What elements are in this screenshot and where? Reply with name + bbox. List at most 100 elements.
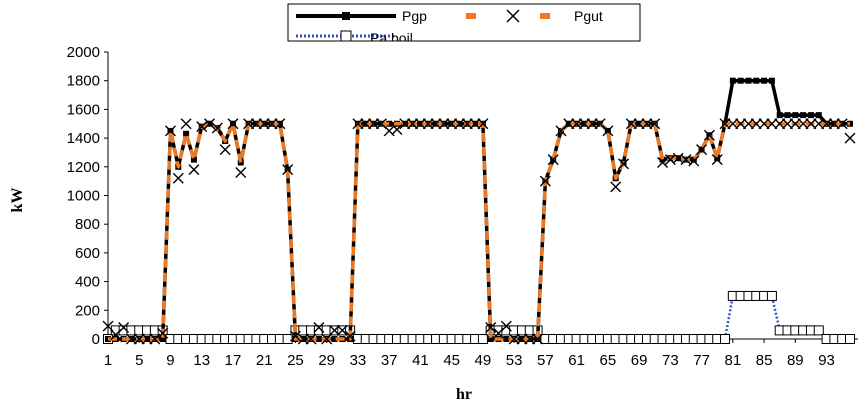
point-x bbox=[289, 330, 301, 342]
x-tick-label: 29 bbox=[318, 352, 335, 369]
point-x bbox=[625, 118, 637, 130]
point-x bbox=[157, 327, 169, 339]
point-x bbox=[844, 132, 856, 144]
point-x bbox=[336, 324, 348, 336]
x-tick-label: 17 bbox=[225, 352, 242, 369]
point-pgp bbox=[487, 336, 494, 342]
point-pgp bbox=[800, 112, 807, 119]
point-x bbox=[696, 144, 708, 156]
series-0 bbox=[105, 77, 853, 342]
point-x bbox=[836, 118, 848, 130]
point-x bbox=[508, 333, 520, 345]
point-x bbox=[368, 118, 380, 130]
point-paboil bbox=[845, 334, 855, 344]
point-pgp bbox=[792, 112, 799, 119]
y-tick-label: 1200 bbox=[67, 159, 100, 176]
x-tick-label: 25 bbox=[287, 352, 304, 369]
legend-marker-pgp bbox=[342, 12, 350, 20]
point-x bbox=[742, 118, 754, 130]
point-x bbox=[524, 333, 536, 345]
point-x bbox=[563, 118, 575, 130]
point-x bbox=[727, 118, 739, 130]
x-tick-label: 69 bbox=[631, 352, 648, 369]
point-x bbox=[711, 154, 723, 166]
point-x bbox=[141, 333, 153, 345]
point-x bbox=[422, 118, 434, 130]
x-tick-label: 85 bbox=[756, 352, 773, 369]
point-x bbox=[813, 118, 825, 130]
point-x bbox=[750, 118, 762, 130]
point-pgp bbox=[714, 155, 721, 162]
y-tick-label: 0 bbox=[92, 331, 100, 348]
point-pgp bbox=[745, 77, 752, 84]
point-x bbox=[243, 118, 255, 130]
y-tick-label: 1400 bbox=[67, 130, 100, 147]
x-tick-label: 49 bbox=[475, 352, 492, 369]
point-pgp bbox=[729, 77, 736, 84]
point-x bbox=[719, 118, 731, 130]
point-x bbox=[133, 333, 145, 345]
y-tick-label: 1000 bbox=[67, 188, 100, 205]
point-x bbox=[657, 157, 669, 168]
legend-marker-x bbox=[506, 9, 520, 23]
point-x bbox=[172, 172, 184, 184]
point-paboil bbox=[766, 290, 777, 301]
point-x bbox=[828, 118, 840, 130]
point-x bbox=[149, 333, 161, 345]
point-x bbox=[477, 118, 489, 130]
point-x bbox=[258, 118, 270, 130]
point-pgp bbox=[737, 77, 744, 84]
point-x bbox=[703, 129, 715, 141]
x-tick-label: 13 bbox=[193, 352, 210, 369]
point-x bbox=[735, 118, 747, 130]
point-x bbox=[446, 118, 458, 130]
point-pgp bbox=[237, 159, 244, 166]
point-x bbox=[125, 333, 137, 345]
point-x bbox=[453, 118, 465, 130]
point-x bbox=[532, 333, 544, 345]
legend: Pgp Pgut Pa,boil bbox=[287, 3, 641, 42]
point-pgp bbox=[761, 77, 768, 84]
y-tick-label: 800 bbox=[75, 216, 100, 233]
point-x bbox=[649, 118, 661, 130]
point-pgp bbox=[753, 77, 760, 84]
point-pgp bbox=[807, 112, 814, 119]
point-x bbox=[196, 121, 208, 133]
point-pgp bbox=[815, 112, 822, 119]
point-x bbox=[180, 118, 192, 130]
y-tick-label: 2000 bbox=[67, 44, 100, 61]
x-tick-label: 93 bbox=[818, 352, 835, 369]
series-2 bbox=[108, 122, 850, 341]
point-x bbox=[782, 118, 794, 130]
point-pgp bbox=[190, 156, 197, 163]
x-tick-label: 61 bbox=[568, 352, 585, 369]
point-pgp bbox=[183, 130, 190, 137]
point-x bbox=[391, 123, 403, 135]
x-tick-label: 81 bbox=[724, 352, 741, 369]
point-x bbox=[610, 181, 622, 193]
point-pgp bbox=[315, 336, 322, 342]
x-tick-label: 45 bbox=[443, 352, 460, 369]
legend-label-pgut: Pgut bbox=[574, 8, 603, 24]
x-tick-label: 9 bbox=[166, 352, 174, 369]
series-1 bbox=[102, 118, 856, 345]
point-x bbox=[250, 118, 262, 130]
legend-label-pgp: Pgp bbox=[402, 8, 427, 24]
x-tick-label: 37 bbox=[381, 352, 398, 369]
y-tick-label: 200 bbox=[75, 302, 100, 319]
x-tick-label: 57 bbox=[537, 352, 554, 369]
point-paboil bbox=[813, 325, 824, 336]
point-x bbox=[586, 118, 598, 130]
legend-marker-paboil bbox=[340, 30, 352, 42]
point-x bbox=[438, 118, 450, 130]
point-x bbox=[329, 324, 340, 336]
x-tick-label: 89 bbox=[787, 352, 804, 369]
point-x bbox=[485, 322, 497, 334]
point-paboil bbox=[477, 334, 488, 344]
point-pgp bbox=[768, 77, 775, 84]
point-x bbox=[188, 164, 200, 176]
point-x bbox=[789, 118, 801, 130]
x-axis-title: hr bbox=[456, 386, 472, 403]
point-x bbox=[399, 118, 411, 130]
